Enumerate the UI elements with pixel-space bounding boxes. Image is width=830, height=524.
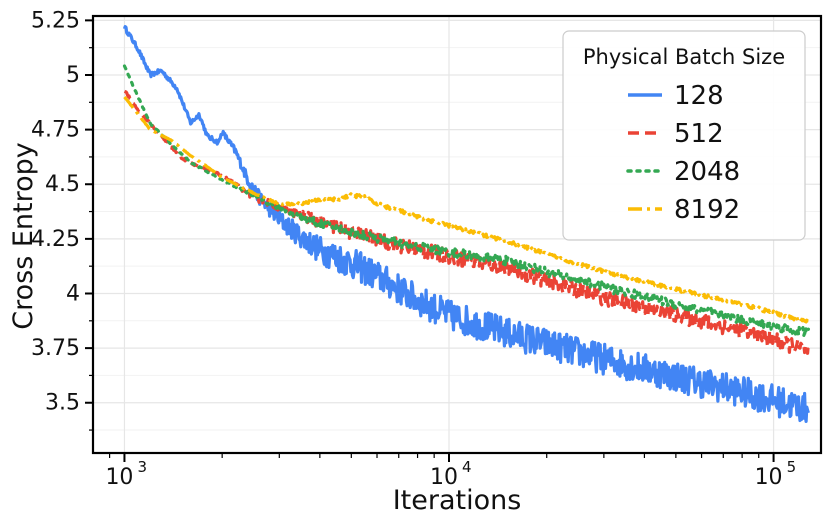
y-tick-label: 3.5 xyxy=(45,391,80,416)
y-tick-label: 4 xyxy=(66,281,80,306)
y-tick-label: 5.25 xyxy=(31,8,80,33)
x-tick-label: 10 3 xyxy=(105,458,147,490)
x-tick-label: 10 4 xyxy=(430,458,472,490)
legend-title: Physical Batch Size xyxy=(583,45,785,69)
y-tick-label: 5 xyxy=(66,63,80,88)
x-tick-label: 10 5 xyxy=(755,458,797,490)
legend-label-512: 512 xyxy=(674,119,724,149)
legend-box xyxy=(562,30,806,241)
y-axis-title: Cross Entropy xyxy=(8,142,39,330)
legend: Physical Batch Size 128 512 2048 8192 xyxy=(562,30,806,241)
x-tick-label-exponent: 5 xyxy=(787,458,797,476)
axis-label-layer: Iterations Cross Entropy xyxy=(8,142,521,516)
x-tick-label-base: 10 xyxy=(755,465,783,490)
x-axis-title: Iterations xyxy=(393,485,522,516)
y-tick-label: 4.75 xyxy=(31,118,80,143)
legend-label-2048: 2048 xyxy=(674,157,740,187)
y-tick-label: 4.5 xyxy=(45,172,80,197)
x-tick-label-exponent: 3 xyxy=(137,458,147,476)
series-line-8192 xyxy=(123,96,810,324)
y-tick-label: 3.75 xyxy=(31,336,80,361)
legend-label-8192: 8192 xyxy=(674,195,740,225)
x-tick-label-base: 10 xyxy=(430,465,458,490)
x-tick-label-base: 10 xyxy=(105,465,133,490)
y-tick-label: 4.25 xyxy=(31,227,80,252)
series-line-128 xyxy=(122,25,810,423)
plot-frame xyxy=(91,14,823,455)
x-tick-label-exponent: 4 xyxy=(462,458,472,476)
legend-label-128: 128 xyxy=(674,81,724,111)
series-layer xyxy=(122,25,810,423)
series-line-512 xyxy=(123,89,810,355)
series-line-2048 xyxy=(122,64,810,338)
